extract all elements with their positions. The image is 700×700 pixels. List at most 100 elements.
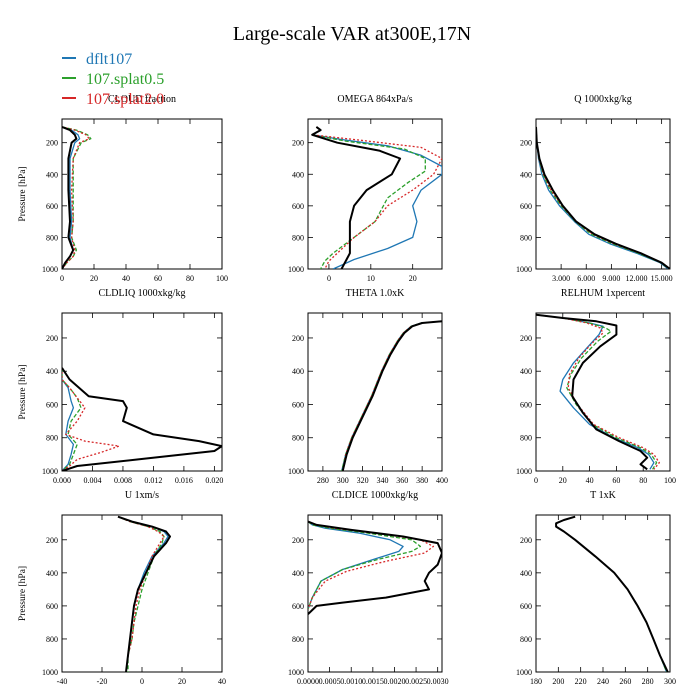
yticklabel-cldice-400: 400 xyxy=(292,569,304,578)
xticklabel-omega-2: 20 xyxy=(409,274,417,283)
panel-title-relhum: RELHUM 1xpercent xyxy=(561,288,645,299)
xticklabel-cloud-2: 40 xyxy=(122,274,130,283)
series-red-theta xyxy=(342,320,442,471)
yticklabel-cldice-800: 800 xyxy=(292,635,304,644)
series-group-cldliq xyxy=(62,367,222,471)
xticklabel-cldliq-2: 0.008 xyxy=(114,476,132,485)
xticklabel-theta-6: 400 xyxy=(436,476,448,485)
yticklabel-q-600: 600 xyxy=(520,202,532,211)
xticklabel-cldice-5: 0.0025 xyxy=(405,677,427,686)
xticklabel-cldice-2: 0.0010 xyxy=(340,677,362,686)
yticklabel-cldliq-600: 600 xyxy=(46,400,58,409)
yticklabel-relhum-400: 400 xyxy=(520,367,532,376)
xticklabel-cldliq-0: 0.000 xyxy=(53,476,71,485)
yticklabel-cloud-600: 600 xyxy=(46,202,58,211)
series-black-cldice xyxy=(308,520,442,615)
xticklabel-q-2: 9.000 xyxy=(602,274,620,283)
yticklabel-cloud-800: 800 xyxy=(46,233,58,242)
series-blue-theta xyxy=(341,320,442,471)
series-group-cldice xyxy=(308,520,442,615)
yticklabel-cldice-200: 200 xyxy=(292,536,304,545)
yticklabel-cldice-600: 600 xyxy=(292,602,304,611)
xticklabel-theta-3: 340 xyxy=(376,476,388,485)
xticklabel-cldliq-1: 0.004 xyxy=(83,476,101,485)
yticklabel-u-400: 400 xyxy=(46,569,58,578)
yticklabel-theta-800: 800 xyxy=(292,434,304,443)
yticklabel-relhum-200: 200 xyxy=(520,334,532,343)
panel-frame-theta xyxy=(307,312,443,472)
xticklabel-q-0: 3.000 xyxy=(552,274,570,283)
panel-frame-cloud xyxy=(61,118,223,270)
series-blue-u xyxy=(117,516,169,672)
xticklabel-cldice-0: 0.0000 xyxy=(297,677,319,686)
panel-theta: THETA 1.0xK 200 400 600 800 1000 280 300 320 340 3… xyxy=(288,288,448,485)
series-group-cloud xyxy=(62,125,92,269)
yticklabel-cloud-200: 200 xyxy=(46,139,58,148)
xticklabel-omega-1: 10 xyxy=(367,274,375,283)
panel-frame-relhum xyxy=(535,312,671,472)
series-black-relhum xyxy=(536,313,649,471)
yticklabel-omega-800: 800 xyxy=(292,233,304,242)
series-red-cldice xyxy=(308,520,435,610)
panel-frame-q xyxy=(535,118,671,270)
yticklabel-relhum-600: 600 xyxy=(520,400,532,409)
yticklabel-omega-1000: 1000 xyxy=(288,265,304,274)
xticklabel-cloud-3: 60 xyxy=(154,274,162,283)
series-black-u xyxy=(117,515,171,672)
series-green-cloud xyxy=(62,126,92,269)
xticklabel-theta-5: 380 xyxy=(416,476,428,485)
legend-label-dflt107: dflt107 xyxy=(86,51,132,68)
yticklabel-cldliq-800: 800 xyxy=(46,434,58,443)
panel-title-t: T 1xK xyxy=(590,490,616,501)
yticklabel-cldliq-1000: 1000 xyxy=(42,467,58,476)
yticklabel-q-1000: 1000 xyxy=(516,265,532,274)
xticklabel-relhum-4: 80 xyxy=(639,476,647,485)
series-green-u xyxy=(117,516,165,672)
yticklabel-q-200: 200 xyxy=(520,139,532,148)
yticklabel-cldice-1000: 1000 xyxy=(288,668,304,677)
xticklabel-cldice-6: 0.0030 xyxy=(427,677,449,686)
yticklabel-theta-600: 600 xyxy=(292,400,304,409)
xticklabel-relhum-0: 0 xyxy=(534,476,538,485)
series-green-relhum xyxy=(536,314,658,470)
panel-cldliq: CLDLIQ 1000xkg/kg Pressure [hPa] 200 400 600… xyxy=(18,288,223,485)
yticklabel-cloud-1000: 1000 xyxy=(42,265,58,274)
series-red-u xyxy=(117,516,165,672)
series-green-cldliq xyxy=(62,367,82,471)
yticklabel-u-200: 200 xyxy=(46,536,58,545)
panel-frame-t xyxy=(535,514,671,673)
xticklabel-t-1: 200 xyxy=(552,677,564,686)
xticklabel-cldliq-5: 0.020 xyxy=(205,476,223,485)
panel-title-u: U 1xm/s xyxy=(125,490,159,501)
series-group-q xyxy=(536,126,670,269)
legend: dflt107 107.splat0.5 107.splat2.0 xyxy=(62,51,164,108)
xticklabel-cloud-1: 20 xyxy=(90,274,98,283)
yticklabel-cloud-400: 400 xyxy=(46,170,58,179)
series-red-omega xyxy=(311,126,442,269)
panel-frame-cldliq xyxy=(61,312,223,472)
xticklabel-cldliq-3: 0.012 xyxy=(144,476,162,485)
xticklabel-t-5: 280 xyxy=(642,677,654,686)
panel-frame-cldice xyxy=(307,514,443,673)
xticklabel-t-2: 220 xyxy=(575,677,587,686)
panel-frame-u xyxy=(61,514,223,673)
yticklabel-q-800: 800 xyxy=(520,233,532,242)
series-group-t xyxy=(555,515,669,672)
xticklabel-t-6: 300 xyxy=(664,677,676,686)
series-group-omega xyxy=(311,126,442,269)
xticklabel-u-0: -40 xyxy=(57,677,68,686)
yticklabel-u-1000: 1000 xyxy=(42,668,58,677)
yticklabel-cldliq-400: 400 xyxy=(46,367,58,376)
series-black-omega xyxy=(311,126,402,269)
xticklabel-theta-2: 320 xyxy=(357,476,369,485)
xticklabel-relhum-5: 100 xyxy=(664,476,676,485)
series-black-theta xyxy=(341,320,442,471)
xticklabel-omega-0: 0 xyxy=(327,274,331,283)
panel-q: Q 1000xkg/kg 200 400 600 800 1000 3.000 6.000 9.… xyxy=(516,94,673,283)
xticklabel-u-4: 40 xyxy=(218,677,226,686)
yticklabel-t-800: 800 xyxy=(520,635,532,644)
